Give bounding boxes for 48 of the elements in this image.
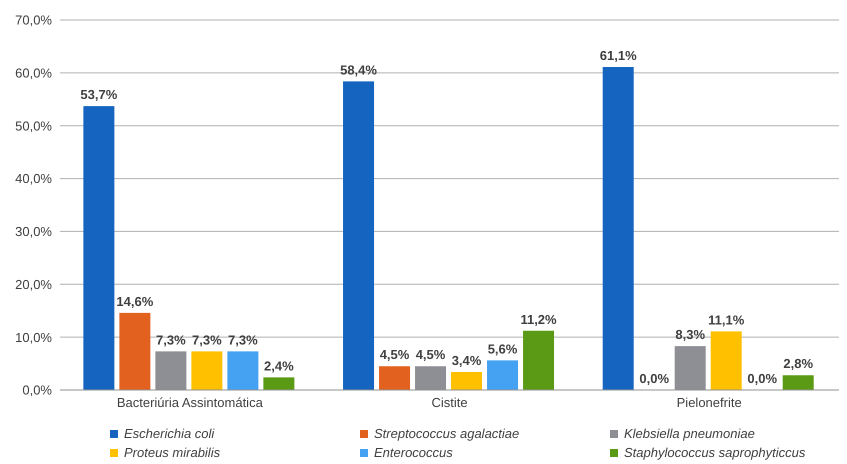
legend-label: Escherichia coli [124,426,214,441]
legend-label: Proteus mirabilis [124,445,220,460]
y-tick-label: 40,0% [15,171,52,186]
data-label: 0,0% [747,370,778,386]
legend-label: Streptococcus agalactiae [374,426,520,441]
y-tick-label: 0,0% [22,382,52,398]
data-label: 11,1% [708,312,745,328]
bar [602,67,634,390]
y-tick-label: 70,0% [15,12,52,28]
data-label: 4,5% [380,347,410,362]
y-tick-label: 60,0% [15,65,52,80]
legend-label: Enterococcus [374,445,453,460]
bar [119,312,150,390]
x-tick-label: Pielonefrite [676,395,742,410]
data-label: 7,3% [228,332,258,348]
data-label: 0,0% [639,370,670,386]
x-tick-label: Bacteriúria Assintomática [116,395,264,410]
data-label: 53,7% [80,87,118,102]
bar [343,81,374,390]
data-label: 5,6% [488,341,518,356]
bar [379,366,410,390]
data-label: 61,1% [600,48,638,64]
bar [710,331,742,390]
y-tick-label: 50,0% [15,118,52,134]
bar [451,372,482,390]
legend-label: Klebsiella pneumoniae [624,426,755,441]
data-label: 2,4% [264,358,294,374]
data-label: 2,8% [783,356,814,372]
bar [191,351,222,390]
bar [782,375,814,390]
y-tick-label: 30,0% [15,224,52,240]
data-label: 11,2% [520,312,558,327]
x-tick-label: Cistite [431,395,468,410]
y-tick-label: 10,0% [15,330,52,345]
data-label: 8,3% [675,327,706,342]
bar [523,330,554,390]
data-label: 4,5% [416,347,446,362]
bar [83,106,114,390]
bar [263,377,294,390]
bar [487,360,518,390]
data-label: 14,6% [116,294,154,309]
y-tick-label: 20,0% [15,276,52,292]
legend-label: Staphylococcus saprophyticcus [624,445,806,460]
data-label: 7,3% [156,332,186,348]
data-label: 58,4% [340,62,378,78]
bar [227,351,258,390]
data-label: 7,3% [192,332,222,348]
data-label: 3,4% [452,353,482,368]
